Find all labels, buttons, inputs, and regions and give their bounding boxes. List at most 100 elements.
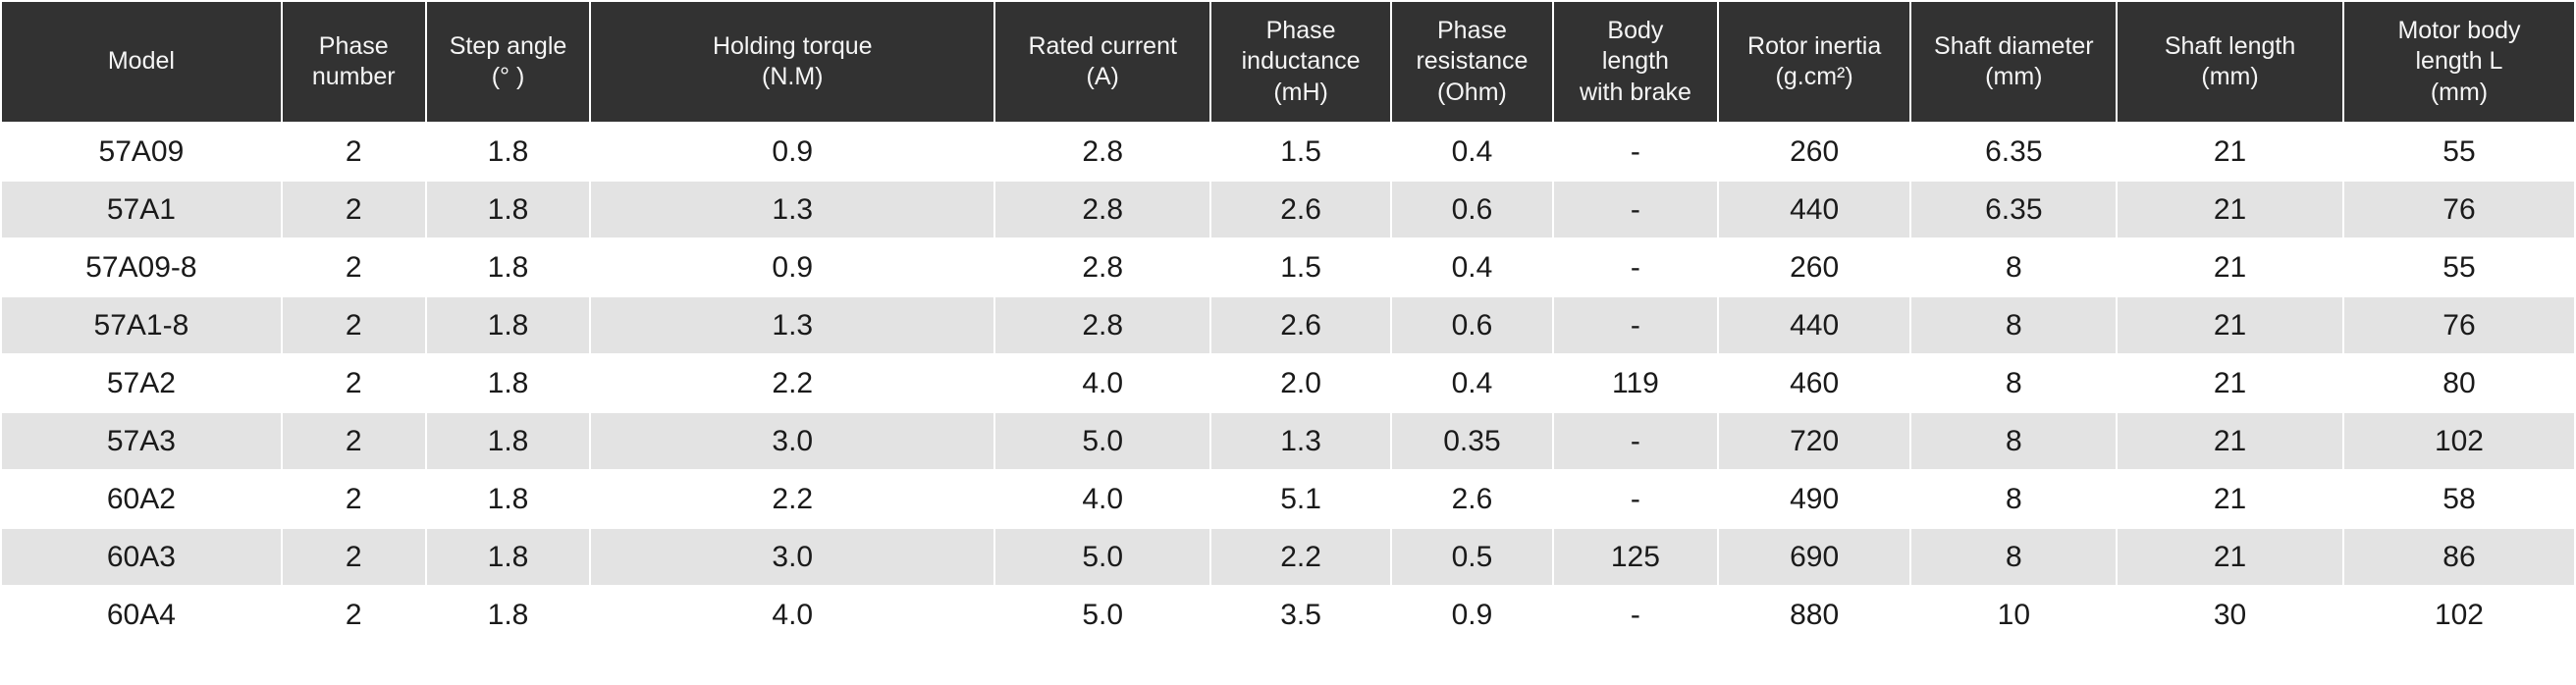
table-cell: 2.8 xyxy=(993,237,1212,297)
table-cell: 0.5 xyxy=(1389,527,1555,587)
table-cell: 0.6 xyxy=(1389,180,1555,239)
table-cell: 690 xyxy=(1716,527,1912,587)
table-cell: 440 xyxy=(1716,180,1912,239)
table-cell: 55 xyxy=(2341,122,2576,182)
table-cell: 880 xyxy=(1716,585,1912,645)
table-cell: 1.8 xyxy=(424,585,592,645)
table-cell: 2 xyxy=(280,527,427,587)
table-cell: 0.9 xyxy=(589,122,996,182)
table-cell: 2.2 xyxy=(589,353,996,413)
table-cell: 2 xyxy=(280,469,427,529)
ghost-cell: 880 xyxy=(1716,645,1912,663)
table-cell: 102 xyxy=(2341,585,2576,645)
table-cell: 1.3 xyxy=(1209,411,1392,471)
table-row: 57A3 2 1.8 3.0 5.0 1.3 0.35-720 8 21 102 xyxy=(0,411,2576,471)
table-cell: 1.8 xyxy=(424,527,592,587)
column-header: Rated current (A) xyxy=(993,0,1212,124)
table-cell: 8 xyxy=(1909,353,2119,413)
table-cell: 1.8 xyxy=(424,122,592,182)
table-cell: 5.0 xyxy=(993,411,1212,471)
table-cell: 2.0 xyxy=(1209,353,1392,413)
table-cell: - xyxy=(1552,411,1719,471)
table-cell: 1.8 xyxy=(424,237,592,297)
column-header: Body length with brake xyxy=(1552,0,1719,124)
table-cell: 1.8 xyxy=(424,353,592,413)
table-cell: 4.0 xyxy=(993,469,1212,529)
table-row: 57A09 2 1.8 0.9 2.8 1.5 0.4-260 6.35 21 55 xyxy=(0,122,2576,182)
table-cell: 21 xyxy=(2116,411,2344,471)
column-header: Shaft diameter (mm) xyxy=(1909,0,2119,124)
table-cell: 2 xyxy=(280,122,427,182)
table-cell: 1.3 xyxy=(589,295,996,355)
table-cell: 1.8 xyxy=(424,295,592,355)
motor-spec-table: Model Phase number Step angle (° ) Holding … xyxy=(0,0,2576,645)
table-cell: 8 xyxy=(1909,237,2119,297)
model-cell: 57A09 xyxy=(0,122,283,182)
table-cell: 2.2 xyxy=(589,469,996,529)
table-cell: 76 xyxy=(2341,180,2576,239)
ghost-cell: 4.0 xyxy=(589,645,996,663)
column-header: Motor body length L (mm) xyxy=(2341,0,2576,124)
table-cell: 2 xyxy=(280,180,427,239)
table-cell: - xyxy=(1552,122,1719,182)
table-cell: 102 xyxy=(2341,411,2576,471)
table-cell: 1.8 xyxy=(424,411,592,471)
table-cell: - xyxy=(1552,237,1719,297)
ghost-cell: 5.0 xyxy=(993,645,1212,663)
table-cell: 10 xyxy=(1909,585,2119,645)
table-cell: 0.9 xyxy=(1389,585,1555,645)
table-cell: 2.8 xyxy=(993,295,1212,355)
table-cell: - xyxy=(1552,585,1719,645)
column-header: Step angle (° ) xyxy=(424,0,592,124)
table-cell: 76 xyxy=(2341,295,2576,355)
model-cell: 57A1 xyxy=(0,180,283,239)
table-cell: 0.9 xyxy=(589,237,996,297)
table-cell: 8 xyxy=(1909,295,2119,355)
table-cell: 80 xyxy=(2341,353,2576,413)
table-cell: - xyxy=(1552,180,1719,239)
table-row: 60A3 2 1.8 3.0 5.0 2.2 0.5 125 690 8 21 86 xyxy=(0,527,2576,587)
table-cell: 0.4 xyxy=(1389,237,1555,297)
ghost-cell: 102 xyxy=(2341,645,2576,663)
table-cell: 6.35 xyxy=(1909,180,2119,239)
table-cell: 3.0 xyxy=(589,527,996,587)
table-cell: 21 xyxy=(2116,469,2344,529)
table-row: 57A1-8 2 1.8 1.3 2.8 2.6 0.6-440 8 21 76 xyxy=(0,295,2576,355)
table-cell: 21 xyxy=(2116,180,2344,239)
table-cell: 440 xyxy=(1716,295,1912,355)
ghost-cell: 2 xyxy=(280,645,427,663)
table-cell: 5.1 xyxy=(1209,469,1392,529)
model-cell: 60A2 xyxy=(0,469,283,529)
table-cell: 3.0 xyxy=(589,411,996,471)
table-cell: 8 xyxy=(1909,527,2119,587)
table-cell: 21 xyxy=(2116,527,2344,587)
table-cell: 260 xyxy=(1716,237,1912,297)
table-cell: 2.8 xyxy=(993,180,1212,239)
table-cell: 0.6 xyxy=(1389,295,1555,355)
table-cell: 4.0 xyxy=(589,585,996,645)
table-cell: - xyxy=(1552,295,1719,355)
table-cell: 2 xyxy=(280,295,427,355)
table-header: Model Phase number Step angle (° ) Holding … xyxy=(0,0,2576,124)
table-cell: 2 xyxy=(280,353,427,413)
ghost-cell: 0.9 xyxy=(1389,645,1555,663)
table-row: 57A09-8 2 1.8 0.9 2.8 1.5 0.4-260 8 21 55 xyxy=(0,237,2576,297)
column-header: Model xyxy=(0,0,283,124)
table-cell: 0.4 xyxy=(1389,353,1555,413)
table-row: 60A2 2 1.8 2.2 4.0 5.1 2.6-490 8 21 58 xyxy=(0,469,2576,529)
ghost-cell: 10 xyxy=(1909,645,2119,663)
table-row: 57A1 2 1.8 1.3 2.8 2.6 0.6-440 6.35 21 76 xyxy=(0,180,2576,239)
header-row: Model Phase number Step angle (° ) Holding … xyxy=(0,0,2576,124)
ghost-cell: 3.5 xyxy=(1209,645,1392,663)
table-cell: - xyxy=(1552,469,1719,529)
table-cell: 119 xyxy=(1552,353,1719,413)
table-cell: 1.5 xyxy=(1209,237,1392,297)
table-row: 57A2 2 1.8 2.2 4.0 2.0 0.4 119 460 8 21 80 xyxy=(0,353,2576,413)
table-cell: 1.5 xyxy=(1209,122,1392,182)
model-cell: 57A1-8 xyxy=(0,295,283,355)
table-cell: 2.2 xyxy=(1209,527,1392,587)
column-header: Phase inductance (mH) xyxy=(1209,0,1392,124)
table-cell: 58 xyxy=(2341,469,2576,529)
